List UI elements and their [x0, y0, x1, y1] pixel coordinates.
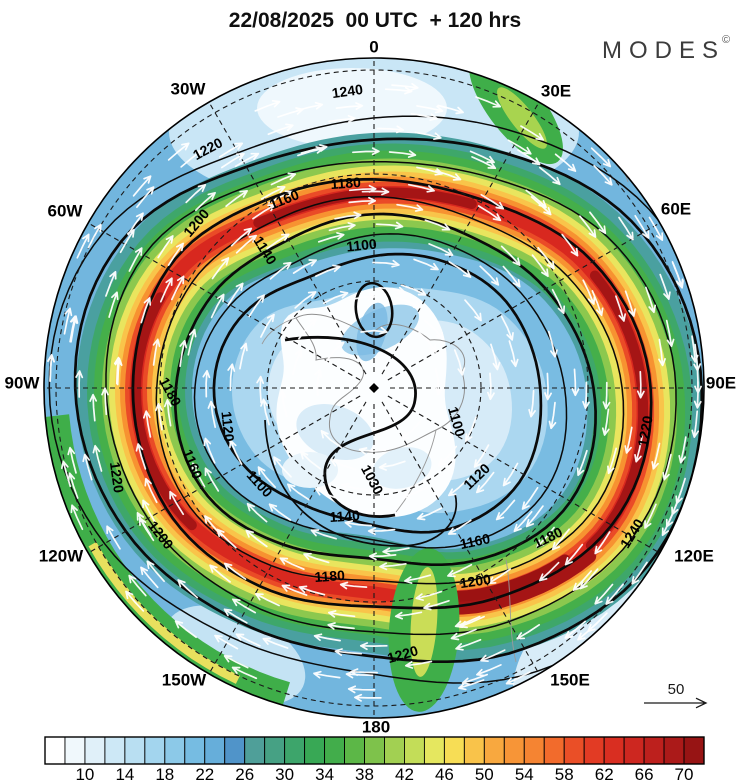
- colorbar-cell: [304, 736, 326, 765]
- colorbar-cell: [483, 736, 505, 765]
- contour-label: 1100: [346, 235, 378, 254]
- field-patch: [356, 302, 388, 362]
- longitude-label: 60W: [48, 202, 84, 221]
- central-contour: [284, 335, 417, 518]
- colorbar-cell: [144, 736, 166, 765]
- colorbar-cell: [443, 736, 465, 765]
- pole-marker: [369, 383, 379, 393]
- colorbar-cell: [264, 736, 286, 765]
- streamlines-layer: [47, 82, 702, 702]
- colorbar-frame: [44, 736, 705, 765]
- colorbar-cell: [44, 736, 66, 765]
- colorbar-cell: [324, 736, 345, 765]
- longitude-label: 120W: [39, 547, 84, 566]
- colorbar-cell: [124, 736, 146, 765]
- colorbar-tick-label: 10: [75, 765, 94, 782]
- colorbar-cell: [244, 736, 266, 765]
- colorbar-cell: [84, 736, 106, 765]
- colorbar-tick-label: 50: [475, 765, 494, 782]
- colorbar-cell: [344, 736, 365, 765]
- colorbar-cell: [463, 736, 485, 765]
- longitude-label: 30W: [171, 80, 207, 99]
- colorbar-cell: [543, 736, 565, 765]
- contour-label: 1140: [329, 507, 361, 525]
- colorbar-tick-label: 34: [315, 765, 334, 782]
- colorbar-cell: [603, 736, 625, 765]
- contour-label: 1200: [459, 571, 492, 591]
- graticule-layer: [45, 59, 703, 717]
- colorbar-cell: [663, 736, 685, 765]
- colorbar-cell: [423, 736, 445, 765]
- colorbar-tick-label: 26: [235, 765, 254, 782]
- colorbar-cell: [404, 736, 425, 765]
- map-rim: [43, 57, 705, 719]
- colorbar-tick-label: 58: [555, 765, 574, 782]
- longitude-label: 90W: [5, 374, 41, 393]
- closed-low-contour: [354, 281, 394, 339]
- colorbar-cell: [563, 736, 585, 765]
- field-patch: [372, 447, 432, 489]
- colorbar: 10 14 18 22 26 30 34 38 42 46 50 54 58 62 66 70: [44, 736, 705, 782]
- longitude-label: 180: [362, 718, 390, 737]
- longitude-label: 90E: [706, 374, 736, 393]
- reference-arrow-label: 50: [668, 681, 685, 698]
- reference-arrow-icon: [644, 697, 708, 709]
- contour-label: 1220: [634, 414, 655, 448]
- contour-label: 1120: [218, 411, 237, 443]
- longitude-label: 0: [369, 38, 378, 57]
- contour-label: 1160: [458, 530, 491, 552]
- longitude-label: 30E: [541, 82, 571, 101]
- colorbar-cell: [364, 736, 385, 765]
- longitude-label: 120E: [674, 547, 714, 566]
- contour-label: 1180: [314, 567, 346, 585]
- colorbar-cell: [623, 736, 645, 765]
- colorbar-cell: [503, 736, 525, 765]
- colorbar-tick-label: 46: [435, 765, 454, 782]
- chart-title: 22/08/2025 00 UTC + 120 hrs: [229, 9, 521, 32]
- colorbar-tick-label: 30: [275, 765, 294, 782]
- colorbar-tick-label: 70: [675, 765, 694, 782]
- colorbar-cell: [64, 736, 86, 765]
- colorbar-tick-label: 18: [155, 765, 174, 782]
- copyright-icon: ©: [722, 34, 730, 46]
- longitude-label: 150W: [162, 671, 207, 690]
- colorbar-cell: [523, 736, 545, 765]
- contour-label: 1240: [331, 81, 364, 101]
- field-patch: [296, 403, 374, 461]
- longitude-label: 60E: [661, 200, 691, 219]
- colorbar-cell: [643, 736, 665, 765]
- colorbar-cell: [184, 736, 206, 765]
- colorbar-cell: [384, 736, 405, 765]
- colorbar-cell: [164, 736, 186, 765]
- colorbar-cell: [683, 736, 705, 765]
- colorbar-tick-label: 22: [195, 765, 214, 782]
- colorbar-tick-label: 38: [355, 765, 374, 782]
- antarctica-landmass: [261, 287, 466, 518]
- colorbar-cell: [583, 736, 605, 765]
- longitude-labels: 0 30E 60E 90E 120E 150E 180 150W 120W 90W 60W 30W: [5, 38, 737, 737]
- longitude-label: 150E: [550, 671, 590, 690]
- colorbar-cell: [204, 736, 226, 765]
- colorbar-tick-label: 42: [395, 765, 414, 782]
- wind-reference-legend: 50: [644, 681, 708, 709]
- colorbar-tick-label: 66: [635, 765, 654, 782]
- colorbar-tick-label: 14: [115, 765, 134, 782]
- colorbar-cell: [284, 736, 306, 765]
- colorbar-tick-label: 54: [515, 765, 534, 782]
- contour-label: 1220: [107, 461, 127, 494]
- contour-label: 1180: [330, 174, 362, 192]
- modes-logo-text: MODES: [602, 37, 725, 64]
- colorbar-tick-label: 62: [595, 765, 614, 782]
- colorbar-cell: [104, 736, 126, 765]
- colorbar-cell: [224, 736, 246, 765]
